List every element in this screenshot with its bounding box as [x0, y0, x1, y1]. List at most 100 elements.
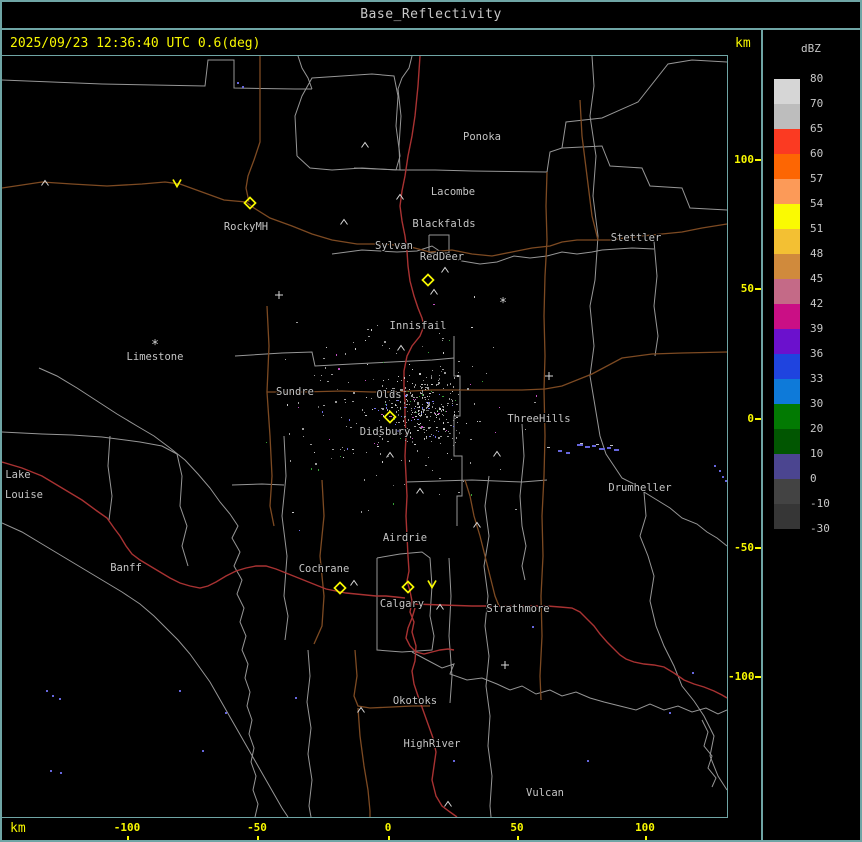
asterisk-marker: *: [151, 338, 159, 353]
x-axis-tick-mark: [517, 836, 519, 840]
city-label-ponoka: Ponoka: [463, 131, 501, 143]
boundary-line: [281, 435, 289, 641]
range-unit-bottom: km: [10, 821, 26, 836]
city-label-highriver: HighRiver: [404, 738, 461, 750]
caret-marker: [493, 450, 501, 457]
x-axis-tick-label: -50: [247, 821, 267, 834]
road-line: [313, 479, 325, 645]
boundary-line: [376, 551, 435, 653]
boundary-line: [231, 483, 285, 486]
y-axis-tick-mark: [755, 288, 761, 290]
x-axis-tick-label: -100: [113, 821, 141, 834]
boundary-line: [411, 651, 727, 715]
plus-marker: [545, 372, 553, 380]
caret-marker: [386, 451, 394, 458]
y-axis-tick-mark: [755, 676, 761, 678]
city-label-rockymh: RockyMH: [224, 221, 268, 233]
road-line: [357, 707, 371, 817]
colorbar-block: [774, 204, 800, 229]
boundary-line: [2, 59, 312, 90]
caret-marker: [41, 179, 49, 186]
colorbar-tick-label: 48: [810, 247, 824, 260]
y-axis-tick-mark: [755, 159, 761, 161]
city-label-limestone: Limestone: [127, 351, 184, 363]
plus-marker: [501, 661, 509, 669]
colorbar-block: [774, 229, 800, 254]
x-axis-tick-mark: [388, 836, 390, 840]
window-title[interactable]: Base_Reflectivity: [2, 2, 860, 30]
weak-echo-layer: [46, 82, 727, 774]
caret-marker: [436, 603, 444, 610]
colorbar-tick-label: 10: [810, 447, 824, 460]
colorbar-tick-label: 57: [810, 172, 824, 185]
city-label-louise: Louise: [5, 489, 43, 501]
boundary-line: [306, 649, 313, 817]
boundary-line: [101, 436, 189, 567]
caret-marker: [444, 800, 452, 807]
asterisk-marker: *: [499, 296, 507, 311]
boundary-line: [546, 59, 727, 173]
echo-speckle-layer: [266, 296, 537, 531]
road-line: [245, 56, 261, 203]
colorbar-block: [774, 504, 800, 529]
range-unit-top: km: [735, 36, 751, 51]
caret-marker: [361, 141, 369, 148]
colorbar-block: [774, 429, 800, 454]
caret-marker: [357, 706, 365, 713]
boundary-line: [483, 475, 493, 817]
city-label-cochrane: Cochrane: [299, 563, 350, 575]
road-line: [539, 171, 548, 701]
boundary-line: [294, 73, 401, 171]
boundary-line: [453, 336, 463, 526]
colorbar-block: [774, 454, 800, 479]
diamond-marker: [401, 580, 415, 594]
boundary-line: [448, 557, 453, 704]
city-label-reddeer: RedDeer: [420, 251, 464, 263]
city-label-olds: Olds: [376, 389, 401, 401]
colorbar-unit-label: dBZ: [801, 42, 821, 55]
road-line: [579, 99, 599, 241]
colorbar-block: [774, 154, 800, 179]
colorbar-tick-label: 36: [810, 347, 824, 360]
colorbar-block: [774, 179, 800, 204]
boundary-line: [297, 56, 313, 90]
radar-map-canvas[interactable]: * * Ponoka Lacombe Blackfalds Sylvan RedDeer St…: [2, 56, 727, 817]
colorbar-tick-label: -10: [810, 497, 830, 510]
colorbar-tick-label: 80: [810, 72, 824, 85]
city-label-lacombe: Lacombe: [431, 186, 475, 198]
diamond-marker: [383, 410, 397, 424]
y-axis-tick-label: -50: [734, 541, 754, 554]
scan-timestamp: 2025/09/23 12:36:40 UTC 0.6(deg): [10, 36, 261, 51]
colorbar-tick-label: 20: [810, 422, 824, 435]
boundary-line: [234, 351, 455, 367]
colorbar-tick-label: 70: [810, 97, 824, 110]
city-label-calgary: Calgary: [380, 598, 424, 610]
colorbar-block: [774, 129, 800, 154]
colorbar-tick-label: 39: [810, 322, 824, 335]
city-label-drumheller: Drumheller: [608, 482, 671, 494]
y-axis-tick-label: -100: [728, 670, 755, 683]
city-label-strathmore: Strathmore: [486, 603, 549, 615]
colorbar-tick-label: 0: [810, 472, 817, 485]
colorbar-panel: dBZ 80 70 65 60 57 54 51 48 45 42 39 36 33 30 20 10 0 -10…: [761, 30, 860, 840]
city-label-banff: Banff: [110, 562, 142, 574]
colorbar-tick-label: 51: [810, 222, 824, 235]
boundary-line: [2, 522, 289, 817]
colorbar-block: [774, 304, 800, 329]
colorbar-tick-label: 33: [810, 372, 824, 385]
colorbar-tick-label: 65: [810, 122, 824, 135]
city-label-sylvan: Sylvan: [375, 240, 413, 252]
colorbar-block: [774, 354, 800, 379]
x-axis-tick-mark: [645, 836, 647, 840]
highway-line: [399, 56, 458, 817]
boundary-line: [107, 435, 113, 521]
y-axis-tick-mark: [755, 547, 761, 549]
boundary-line: [331, 245, 603, 265]
city-label-blackfalds: Blackfalds: [412, 218, 475, 230]
road-line: [464, 479, 500, 607]
road-line: [2, 181, 431, 253]
city-label-innisfail: Innisfail: [390, 320, 447, 332]
plus-marker: [275, 291, 283, 299]
city-label-vulcan: Vulcan: [526, 787, 564, 799]
colorbar-block: [774, 479, 800, 504]
